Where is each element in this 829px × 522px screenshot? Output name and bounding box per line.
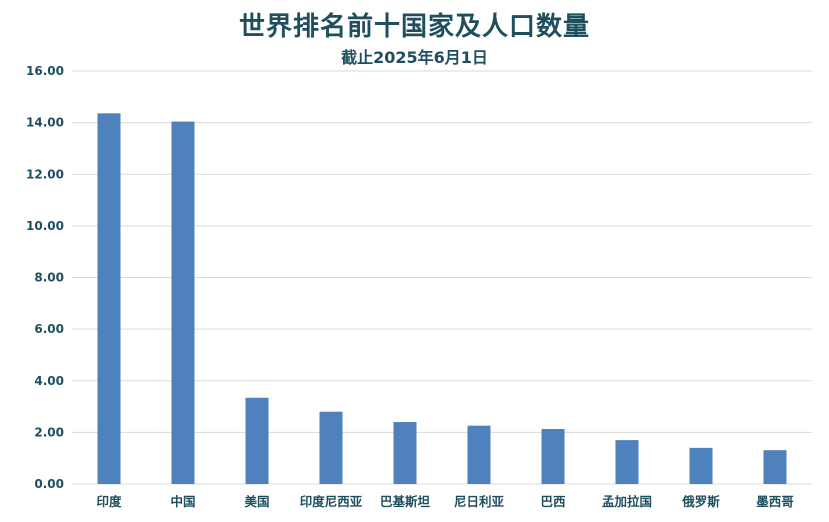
chart-subtitle: 截止2025年6月1日 — [341, 48, 488, 67]
y-tick-label: 6.00 — [34, 322, 64, 336]
chart-title: 世界排名前十国家及人口数量 — [238, 12, 590, 42]
bar — [97, 113, 121, 485]
y-tick-label: 8.00 — [34, 271, 64, 285]
bar — [393, 422, 417, 484]
bar — [319, 411, 343, 484]
bar — [615, 440, 639, 484]
x-category-label: 尼日利亚 — [454, 494, 505, 509]
y-tick-label: 10.00 — [26, 219, 64, 233]
y-tick-label: 14.00 — [26, 116, 64, 130]
x-category-label: 印度尼西亚 — [300, 494, 363, 509]
x-category-label: 中国 — [170, 494, 195, 509]
bar — [467, 425, 491, 484]
y-tick-label: 4.00 — [34, 374, 64, 388]
x-category-label: 巴西 — [540, 494, 565, 509]
bar — [689, 447, 713, 484]
y-tick-label: 16.00 — [26, 64, 64, 78]
bar — [541, 429, 565, 484]
y-tick-label: 0.00 — [34, 477, 64, 491]
bar — [171, 121, 195, 484]
x-category-label: 巴基斯坦 — [380, 494, 431, 509]
x-category-label: 印度 — [96, 494, 122, 509]
bar — [763, 450, 787, 484]
x-category-label: 美国 — [244, 494, 269, 509]
x-category-label: 俄罗斯 — [681, 494, 720, 509]
y-tick-label: 12.00 — [26, 167, 64, 181]
bar — [245, 397, 269, 484]
x-category-label: 墨西哥 — [756, 494, 794, 509]
x-category-label: 孟加拉国 — [602, 494, 652, 509]
y-tick-label: 2.00 — [34, 425, 64, 439]
